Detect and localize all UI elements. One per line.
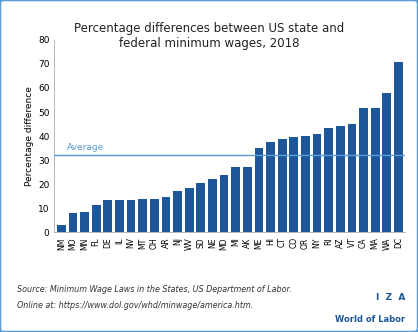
Text: Percentage differences between US state and
federal minimum wages, 2018: Percentage differences between US state … <box>74 22 344 49</box>
Bar <box>208 179 217 232</box>
Text: I  Z  A: I Z A <box>376 293 405 302</box>
Bar <box>115 200 124 232</box>
Bar <box>278 138 287 232</box>
Bar <box>69 213 77 232</box>
Bar <box>290 137 298 232</box>
Bar <box>196 183 205 232</box>
Y-axis label: Percentage difference: Percentage difference <box>25 86 34 186</box>
Bar <box>382 93 391 232</box>
Bar <box>301 136 310 232</box>
Bar <box>104 200 112 232</box>
Bar <box>336 126 345 232</box>
Bar <box>127 200 135 232</box>
Bar <box>266 142 275 232</box>
Text: World of Labor: World of Labor <box>335 315 405 324</box>
Text: Source: Minimum Wage Laws in the States, US Department of Labor.: Source: Minimum Wage Laws in the States,… <box>17 285 291 294</box>
Bar <box>185 188 194 232</box>
Bar <box>324 128 333 232</box>
Bar <box>243 167 252 232</box>
Bar <box>359 109 368 232</box>
Bar <box>313 134 321 232</box>
Bar <box>348 124 356 232</box>
Bar <box>138 199 147 232</box>
Text: Online at: https://www.dol.gov/whd/minwage/america.htm.: Online at: https://www.dol.gov/whd/minwa… <box>17 301 253 310</box>
Bar <box>371 109 380 232</box>
Bar <box>231 167 240 232</box>
Bar <box>57 225 66 232</box>
Bar <box>150 199 159 232</box>
Bar <box>92 205 101 232</box>
Bar <box>80 212 89 232</box>
Bar <box>162 198 170 232</box>
Bar <box>255 148 263 232</box>
Bar <box>220 175 229 232</box>
Bar <box>173 192 182 232</box>
Text: Average: Average <box>67 143 104 152</box>
Bar <box>394 61 403 232</box>
